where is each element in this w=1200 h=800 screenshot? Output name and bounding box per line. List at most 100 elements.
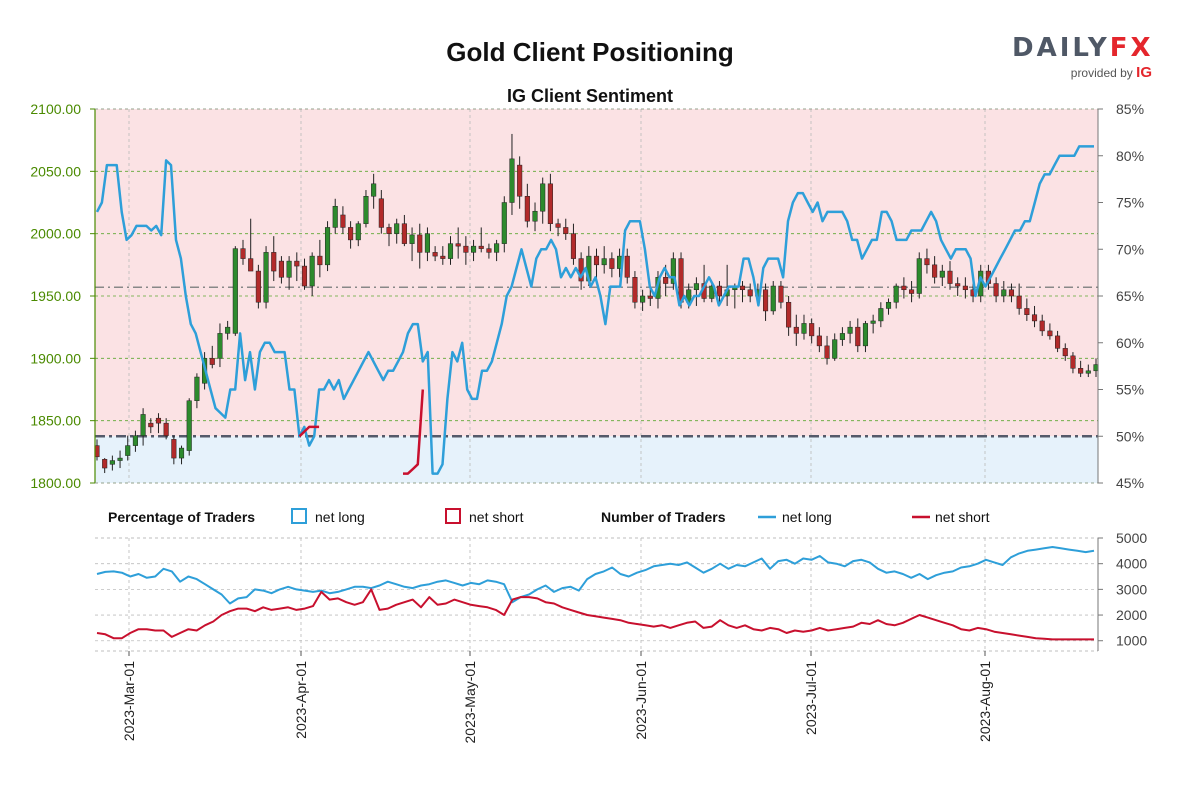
traders-net-long-line [96, 546, 1095, 605]
traders-panel: 1000 2000 3000 4000 5000 2023-Mar-01 2023-Apr-… [95, 530, 1147, 744]
candle [148, 422, 154, 428]
candle [309, 255, 315, 287]
percent-tick-label: 55% [1116, 382, 1144, 398]
candle [371, 183, 377, 197]
month-tick-label: 2023-Jul-01 [803, 661, 819, 735]
traders-tick-label: 3000 [1116, 581, 1147, 597]
candle [417, 234, 423, 253]
candle [209, 358, 215, 365]
candle [248, 258, 254, 272]
candle [324, 227, 331, 266]
traders-tick-label: 4000 [1116, 556, 1147, 572]
legend-num-short-label: net short [935, 509, 990, 525]
month-tick-label: 2023-Aug-01 [977, 661, 993, 742]
candle [524, 196, 530, 222]
candle [570, 233, 576, 259]
candle [632, 277, 638, 303]
candle [693, 283, 699, 291]
price-tick-label: 1900.00 [30, 350, 81, 366]
percent-tick-label: 50% [1116, 428, 1144, 444]
candle [217, 333, 223, 359]
price-tick-label: 1850.00 [30, 413, 81, 429]
month-tick-label: 2023-Mar-01 [121, 661, 137, 741]
price-panel: 1800.00 1850.00 1900.00 1950.00 2000.00 2050.… [30, 101, 1144, 491]
candle [332, 205, 338, 228]
candle [801, 323, 807, 334]
candle [847, 326, 853, 334]
candle [540, 183, 546, 212]
candle [478, 245, 484, 249]
candle [386, 227, 392, 234]
traders-tick-label: 5000 [1116, 530, 1147, 546]
candle [194, 376, 200, 401]
candle [286, 260, 292, 278]
traders-net-short-line [96, 588, 1094, 641]
candle [893, 285, 899, 303]
legend-pct-long-swatch [291, 508, 307, 524]
candle [739, 285, 746, 291]
legend-percentage-title: Percentage of Traders [108, 509, 255, 525]
candle [909, 289, 915, 294]
candle [440, 255, 446, 259]
traders-tick-label: 1000 [1116, 633, 1147, 649]
candle [225, 326, 231, 334]
candle [401, 223, 407, 244]
percent-tick-label: 60% [1116, 335, 1144, 351]
candle [1016, 295, 1022, 309]
candle [394, 223, 400, 234]
candle [509, 158, 515, 203]
price-tick-label: 2000.00 [30, 226, 81, 242]
candle [647, 295, 653, 299]
candle [409, 234, 415, 244]
candle [547, 183, 553, 224]
candle [1039, 320, 1045, 332]
price-tick-label: 2100.00 [30, 101, 81, 117]
candle [1008, 289, 1015, 297]
legend-pct-short-label: net short [469, 509, 524, 525]
candle [640, 295, 646, 303]
traders-tick-label: 2000 [1116, 607, 1147, 623]
candle [340, 214, 346, 228]
month-tick-label: 2023-Jun-01 [633, 661, 649, 740]
candle [593, 255, 600, 266]
candle [855, 326, 861, 347]
logo-wordmark: DAILYFX [1012, 34, 1152, 62]
candle [770, 285, 776, 312]
candle [486, 248, 492, 253]
candle [263, 252, 269, 303]
candle [1070, 355, 1076, 369]
candle [816, 335, 822, 347]
candle [939, 270, 945, 278]
candle [947, 270, 953, 284]
candle [109, 460, 115, 465]
logo-provider: IG [1136, 64, 1152, 81]
candle [494, 243, 500, 253]
net-short-percent-segment [403, 389, 425, 475]
candle [624, 255, 630, 278]
candle [186, 400, 192, 451]
candle [924, 258, 930, 266]
candle [878, 308, 884, 322]
candle [1047, 330, 1053, 337]
logo-brand-main: DAILY [1012, 33, 1110, 63]
candle [793, 326, 799, 334]
candle [670, 258, 676, 284]
candle [778, 285, 784, 303]
logo-provided-by: provided by IG [1012, 64, 1152, 81]
candle [501, 202, 507, 244]
candle [1031, 314, 1038, 322]
candle [993, 283, 999, 297]
candle [125, 445, 131, 456]
candle [424, 233, 430, 253]
candle [140, 414, 146, 436]
candle [885, 301, 892, 309]
net-short-percent-segment [298, 425, 320, 438]
candle [555, 223, 561, 228]
candle [317, 255, 323, 266]
percent-tick-label: 80% [1116, 148, 1144, 164]
chart-subtitle: IG Client Sentiment [507, 86, 673, 106]
candle [1085, 370, 1091, 374]
candle [470, 245, 477, 253]
